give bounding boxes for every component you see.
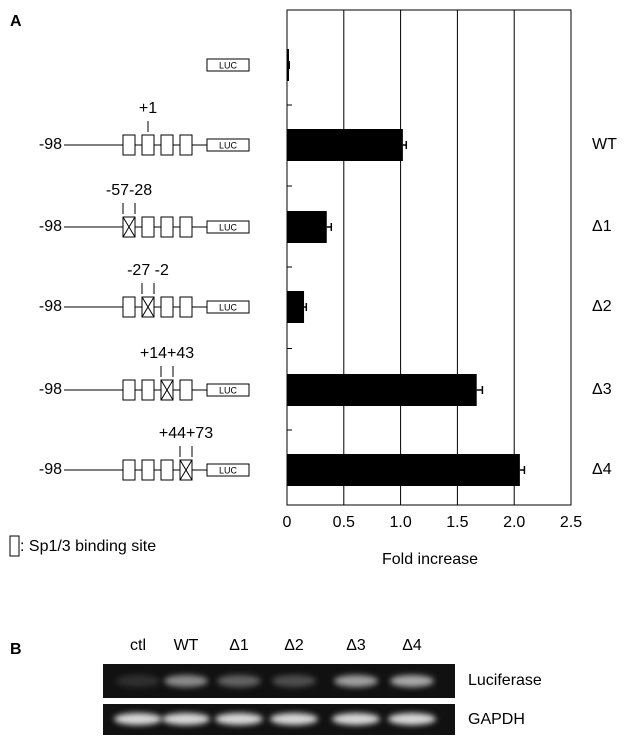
category-label: Δ4 xyxy=(592,461,612,478)
sp-site xyxy=(123,297,135,317)
bar xyxy=(287,374,477,406)
reporter-label: LUC xyxy=(219,140,238,150)
gel-band xyxy=(116,675,160,687)
legend-box xyxy=(10,536,19,556)
gel-band xyxy=(272,675,316,687)
sp-site xyxy=(123,460,135,480)
panel-label: A xyxy=(10,13,22,30)
bar xyxy=(287,129,403,161)
category-label: Δ1 xyxy=(592,218,612,235)
x-tick-label: 0 xyxy=(283,514,292,531)
sp-site xyxy=(142,217,154,237)
lane-label: Δ1 xyxy=(229,637,249,654)
x-tick-label: 1.5 xyxy=(446,514,468,531)
x-tick-label: 2.5 xyxy=(560,514,582,531)
x-tick-label: 2.0 xyxy=(503,514,525,531)
sp-site xyxy=(180,135,192,155)
gel-row-label: Luciferase xyxy=(468,672,542,689)
x-tick-label: 0.5 xyxy=(333,514,355,531)
category-label: Δ3 xyxy=(592,381,612,398)
reporter-label: LUC xyxy=(219,222,238,232)
gel-band xyxy=(215,713,263,725)
reporter-label: LUC xyxy=(219,60,238,70)
reporter-label: LUC xyxy=(219,302,238,312)
lane-label: Δ4 xyxy=(402,637,422,654)
x-axis-label: Fold increase xyxy=(382,551,478,568)
error-bar xyxy=(477,386,483,394)
plot-frame xyxy=(287,10,571,505)
legend-text: : Sp1/3 binding site xyxy=(20,538,156,555)
lane-label: Δ3 xyxy=(346,637,366,654)
gel-band xyxy=(390,675,434,687)
site-label: +44+73 xyxy=(159,425,213,442)
bar xyxy=(287,454,520,486)
category-label: WT xyxy=(592,136,617,153)
error-bar xyxy=(304,303,306,311)
sp-site xyxy=(161,135,173,155)
sp-site xyxy=(142,135,154,155)
gel-band xyxy=(114,713,162,725)
promoter-label: -98 xyxy=(39,461,62,478)
gel-band xyxy=(388,713,436,725)
gel-row-label: GAPDH xyxy=(468,711,525,728)
error-bar xyxy=(403,141,406,149)
lane-label: Δ2 xyxy=(284,637,304,654)
site-label: +1 xyxy=(139,100,157,117)
bar xyxy=(287,291,304,323)
sp-site xyxy=(123,380,135,400)
sp-site xyxy=(142,380,154,400)
sp-site xyxy=(161,297,173,317)
lane-label: ctl xyxy=(130,637,146,654)
gel-band xyxy=(217,675,261,687)
reporter-label: LUC xyxy=(219,385,238,395)
promoter-label: -98 xyxy=(39,298,62,315)
error-bar xyxy=(327,223,332,231)
category-label: Δ2 xyxy=(592,298,612,315)
error-bar xyxy=(520,466,525,474)
lane-label: WT xyxy=(174,637,199,654)
gel-band xyxy=(270,713,318,725)
sp-site xyxy=(180,297,192,317)
site-label: +14+43 xyxy=(140,345,194,362)
reporter-label: LUC xyxy=(219,465,238,475)
sp-site xyxy=(142,460,154,480)
site-label: -57-28 xyxy=(106,182,152,199)
x-tick-label: 1.0 xyxy=(389,514,411,531)
sp-site xyxy=(180,380,192,400)
sp-site xyxy=(161,217,173,237)
sp-site xyxy=(123,135,135,155)
figure: A B : Sp1/3 binding site 0 0.5 1.0 1.5 2.0 2.… xyxy=(0,0,628,735)
gel-band xyxy=(164,675,208,687)
promoter-label: -98 xyxy=(39,381,62,398)
gel-band xyxy=(162,713,210,725)
gel-band xyxy=(332,713,380,725)
sp-site xyxy=(161,460,173,480)
promoter-label: -98 xyxy=(39,136,62,153)
bar xyxy=(287,211,327,243)
panel-label: B xyxy=(10,641,22,658)
site-label: -27 -2 xyxy=(127,262,169,279)
sp-site xyxy=(180,217,192,237)
gel-band xyxy=(334,675,378,687)
promoter-label: -98 xyxy=(39,218,62,235)
